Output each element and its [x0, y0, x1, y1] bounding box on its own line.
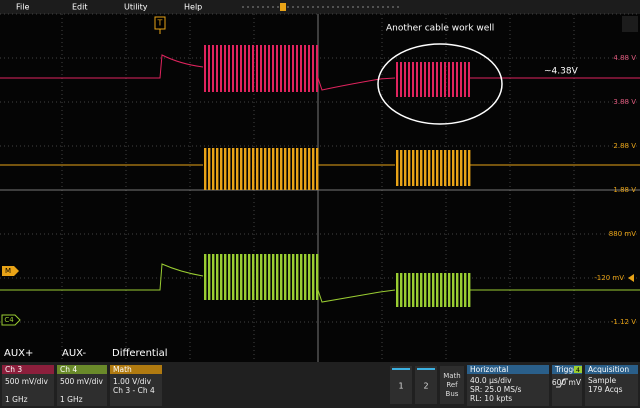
button-2[interactable]: 2 — [415, 366, 437, 404]
trigger-source: 4 — [576, 366, 580, 374]
acquisition-panel[interactable]: Acquisition Sample 179 Acqs — [585, 365, 638, 406]
button-label: Math — [443, 372, 461, 380]
panel-value: 40.0 µs/div — [470, 376, 512, 385]
annotation: Another cable work well — [386, 24, 494, 34]
offset-marker — [628, 274, 634, 282]
annotation: ~4.38V — [544, 67, 579, 77]
panel-value: Sample — [588, 376, 617, 385]
trace-math — [317, 289, 396, 303]
button-label: 2 — [423, 382, 428, 391]
trigger-source-badge — [574, 366, 582, 373]
math-marker[interactable] — [2, 266, 19, 276]
ch4-marker-label: C4 — [4, 316, 14, 324]
panel-title: Math — [113, 365, 132, 374]
ch3-panel[interactable]: Ch 3 500 mV/div 1 GHz — [2, 365, 54, 406]
scale-label: 3.88 V — [613, 98, 636, 106]
graticule — [0, 14, 640, 362]
panel-value: 1 GHz — [5, 395, 28, 404]
trace-ch3-burst — [395, 62, 471, 97]
trace-math-burst — [395, 273, 471, 307]
trigger-edge-icon — [556, 378, 568, 388]
button-label: Ref — [446, 381, 458, 389]
panel-value: 500 mV/div — [5, 377, 49, 386]
button-1[interactable]: 1 — [390, 366, 412, 404]
scale-label: 4.88 V — [613, 54, 636, 62]
button-body — [440, 366, 464, 404]
highlight-ellipse — [377, 43, 503, 125]
button-label: 1 — [398, 382, 403, 391]
trace-label: Differential — [112, 348, 168, 359]
math-panel[interactable]: Math 1.00 V/div Ch 3 - Ch 4 — [110, 365, 162, 406]
button-body — [415, 366, 437, 404]
panel-title: Acquisition — [588, 365, 629, 374]
trace-ch3 — [317, 77, 396, 91]
trace-ch3-burst — [203, 45, 319, 92]
button-body — [390, 366, 412, 404]
panel-value: SR: 25.0 MS/s — [470, 385, 521, 394]
panel-value: 600 mV — [552, 378, 582, 387]
panel-header — [110, 365, 162, 374]
menu-item[interactable]: Edit — [72, 3, 88, 12]
trace-ch4-burst — [203, 148, 319, 190]
menu-item[interactable]: File — [16, 3, 29, 12]
zoom-icon[interactable] — [622, 16, 638, 32]
trace-ch3 — [0, 54, 204, 79]
ch4-panel[interactable]: Ch 4 500 mV/div 1 GHz — [57, 365, 107, 406]
trace-label: AUX- — [62, 348, 87, 359]
panel-value: Ch 3 - Ch 4 — [113, 386, 155, 395]
panel-value: 1.00 V/div — [113, 377, 152, 386]
scale-label: 2.88 V — [613, 142, 636, 150]
button-label: Bus — [446, 390, 459, 398]
trace-label: AUX+ — [4, 348, 33, 359]
trigger-panel[interactable]: Trigger 4 600 mV — [552, 365, 582, 406]
scale-label: 1.88 V — [613, 186, 636, 194]
panel-value: RL: 10 kpts — [470, 394, 512, 403]
trace-ch4-burst — [395, 150, 471, 186]
trace-math — [0, 263, 204, 291]
trace-math-burst — [203, 254, 319, 300]
menu-bar — [0, 0, 640, 14]
record-position — [280, 3, 286, 11]
panel-header — [2, 365, 54, 374]
panel-header — [57, 365, 107, 374]
menu-item[interactable]: Help — [184, 3, 202, 12]
scale-label: 880 mV — [609, 230, 636, 238]
panel-value: 500 mV/div — [60, 377, 104, 386]
panel-header — [467, 365, 549, 374]
math-ref-bus-button[interactable]: Math Ref Bus — [440, 366, 464, 404]
trigger-marker-label: T — [157, 19, 163, 28]
math-marker-label: M — [5, 267, 11, 275]
ch4-marker[interactable] — [1, 314, 21, 326]
panel-value: 1 GHz — [60, 395, 83, 404]
panel-header — [552, 365, 582, 374]
panel-title: Ch 3 — [5, 365, 22, 374]
horizontal-panel[interactable]: Horizontal 40.0 µs/div SR: 25.0 MS/s RL:… — [467, 365, 549, 406]
panel-value: 179 Acqs — [588, 385, 623, 394]
panel-title: Ch 4 — [60, 365, 77, 374]
panel-title: Horizontal — [470, 365, 508, 374]
menu-item[interactable]: Utility — [124, 3, 148, 12]
panel-header — [585, 365, 638, 374]
panel-title: Trigger — [554, 365, 582, 374]
scale-label: -120 mV — [594, 274, 624, 282]
scale-label: -1.12 V — [611, 318, 636, 326]
